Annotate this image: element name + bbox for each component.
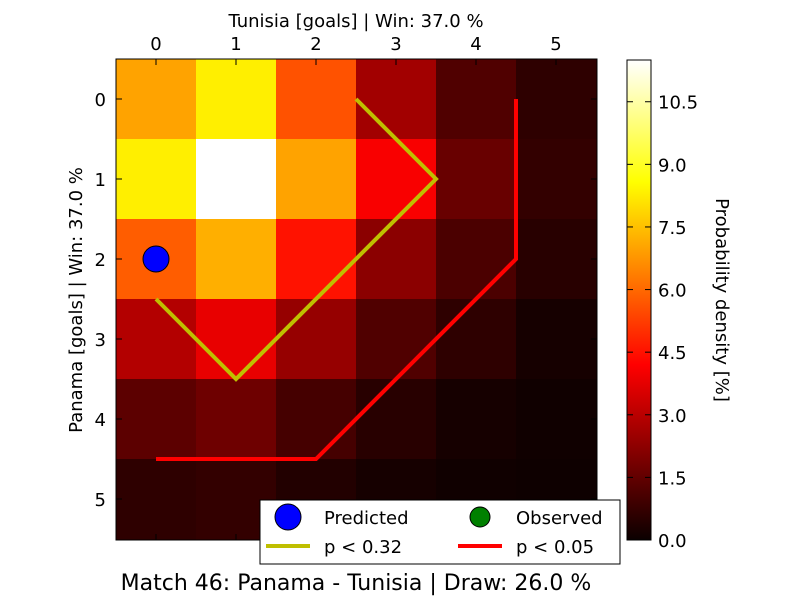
heatmap-cell	[356, 59, 437, 140]
heatmap-cell	[196, 219, 277, 300]
heatmap-cell	[356, 379, 437, 460]
y-axis-label: Panama [goals] | Win: 37.0 %	[66, 167, 87, 433]
heatmap-cell	[436, 139, 517, 220]
colorbar-tick-label: 3.0	[658, 406, 687, 427]
heatmap-cell	[276, 59, 357, 140]
heatmap-cell	[356, 299, 437, 380]
markers	[143, 246, 169, 272]
legend-label: p < 0.32	[324, 537, 402, 558]
heatmap-cell	[196, 299, 277, 380]
y-tick-label: 4	[95, 410, 106, 431]
heatmap-cell	[116, 299, 197, 380]
heatmap-cell	[276, 379, 357, 460]
colorbar-label: Probability density [%]	[711, 198, 732, 402]
y-tick-label: 3	[95, 330, 106, 351]
heatmap-cell	[436, 59, 517, 140]
heatmap-cell	[516, 379, 597, 460]
heatmap-cell	[356, 219, 437, 300]
heatmap-cell	[276, 139, 357, 220]
heatmap-cell	[516, 299, 597, 380]
colorbar-tick-label: 7.5	[658, 218, 687, 239]
colorbar-tick-label: 1.5	[658, 468, 687, 489]
colorbar-tick-label: 0.0	[658, 531, 687, 552]
heatmap-cell	[516, 219, 597, 300]
x-tick-label: 2	[310, 34, 321, 55]
heatmap-cell	[436, 299, 517, 380]
heatmap-cell	[276, 219, 357, 300]
heatmap-cell	[196, 59, 277, 140]
legend-marker	[275, 504, 301, 530]
legend-label: Observed	[516, 508, 603, 529]
heatmap-cell	[436, 379, 517, 460]
heatmap-cell	[516, 59, 597, 140]
y-tick-label: 2	[95, 250, 106, 271]
x-tick-label: 0	[150, 34, 161, 55]
heatmap-cells	[116, 59, 597, 540]
x-tick-label: 5	[550, 34, 561, 55]
colorbar-tick-label: 9.0	[658, 155, 687, 176]
y-tick-label: 0	[95, 90, 106, 111]
heatmap-cell	[196, 139, 277, 220]
legend-marker	[470, 507, 490, 527]
heatmap-cell	[196, 379, 277, 460]
chart-title: Match 46: Panama - Tunisia | Draw: 26.0 …	[121, 571, 592, 596]
predicted-marker	[143, 246, 169, 272]
x-tick-label: 3	[390, 34, 401, 55]
heatmap-cell	[116, 59, 197, 140]
colorbar-tick-label: 6.0	[658, 281, 687, 302]
colorbar	[627, 60, 651, 540]
heatmap-cell	[276, 299, 357, 380]
colorbar-tick-label: 4.5	[658, 343, 687, 364]
heatmap-cell	[516, 139, 597, 220]
heatmap-cell	[116, 139, 197, 220]
colorbar-tick-label: 10.5	[658, 93, 698, 114]
x-axis-label: Tunisia [goals] | Win: 37.0 %	[227, 11, 483, 32]
y-tick-label: 1	[95, 170, 106, 191]
legend-label: Predicted	[324, 508, 409, 529]
heatmap-cell	[356, 139, 437, 220]
y-tick-label: 5	[95, 490, 106, 511]
heatmap-cell	[436, 219, 517, 300]
legend-label: p < 0.05	[516, 537, 594, 558]
heatmap-cell	[116, 379, 197, 460]
x-tick-label: 4	[470, 34, 481, 55]
heatmap-cell	[116, 459, 197, 540]
legend: Predicted Observed p < 0.32 p < 0.05	[260, 500, 620, 564]
x-tick-label: 1	[230, 34, 241, 55]
